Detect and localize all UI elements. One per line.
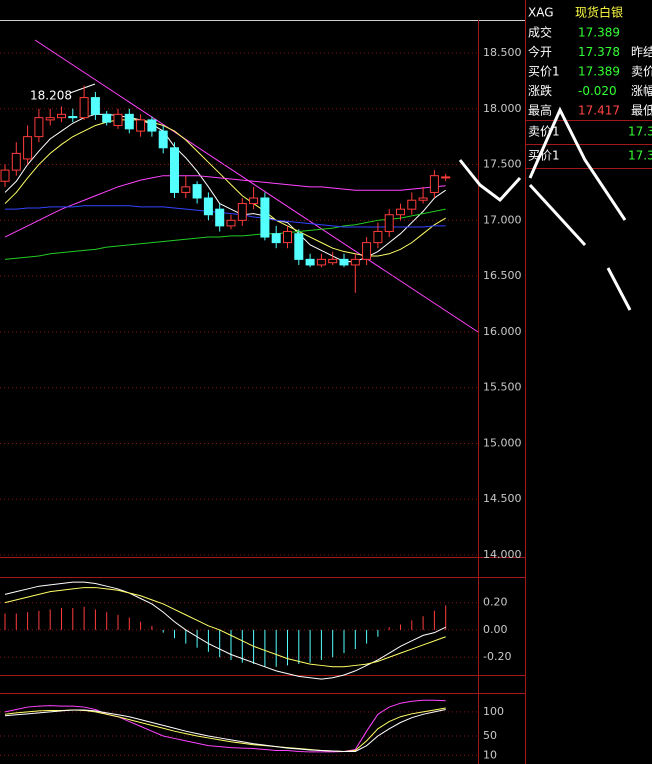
arrows xyxy=(458,106,632,311)
arrow xyxy=(458,159,522,203)
candle-body xyxy=(260,197,270,238)
candle-body xyxy=(124,113,134,130)
quote-label: 昨结 xyxy=(631,45,652,59)
y-tick-label: 17.000 xyxy=(483,213,522,226)
arrow xyxy=(528,183,587,247)
depth-label: 买价1 xyxy=(528,149,560,163)
annotation-leader xyxy=(69,83,96,94)
candle-body xyxy=(0,169,10,182)
y-tick-label: 50 xyxy=(483,729,497,742)
candle-body xyxy=(192,184,202,199)
y-tick-label: 16.500 xyxy=(483,269,522,282)
depth-value: 17.3 xyxy=(628,125,652,139)
y-tick-label: 18.000 xyxy=(483,102,522,115)
indicator-line xyxy=(4,208,446,260)
quote-value: 17.389 xyxy=(578,26,620,40)
candle-body xyxy=(158,130,168,149)
candle-body xyxy=(305,258,315,266)
candle-body xyxy=(418,197,428,201)
indicator-line xyxy=(4,113,446,263)
indicator-line xyxy=(4,175,446,238)
candle-body xyxy=(249,197,259,205)
candle-body xyxy=(203,197,213,216)
candle-body xyxy=(407,199,417,210)
candle-body xyxy=(90,97,100,115)
candle-body xyxy=(362,242,372,260)
candle-body xyxy=(215,208,225,227)
depth-value: 17.3 xyxy=(628,149,652,163)
quote-value: -0.020 xyxy=(578,84,617,98)
candle-body xyxy=(226,219,236,227)
candle-body xyxy=(316,258,326,266)
candle-body xyxy=(384,214,394,232)
indicator-line xyxy=(4,708,446,752)
candle-body xyxy=(79,97,89,119)
depth-label: 卖价1 xyxy=(528,125,560,139)
candle-body xyxy=(328,258,338,264)
trend-line xyxy=(34,39,479,333)
candle-body xyxy=(441,176,451,179)
y-tick-label: 14.000 xyxy=(483,548,522,561)
candle-body xyxy=(429,175,439,193)
quote-label: 今开 xyxy=(528,44,552,59)
y-tick-label: -0.20 xyxy=(483,650,511,663)
quote-label: 卖价 xyxy=(631,65,652,79)
candle-body xyxy=(45,117,55,121)
candle-body xyxy=(170,147,179,193)
quote-value: 17.378 xyxy=(578,45,620,59)
candle-body xyxy=(57,113,66,119)
candle-body xyxy=(339,258,349,266)
candle-body xyxy=(102,113,112,123)
arrow xyxy=(528,106,627,221)
annotation: 18.208 xyxy=(30,89,72,103)
candle-body xyxy=(271,233,281,244)
quote-value: 17.417 xyxy=(578,104,620,118)
arrow xyxy=(606,267,632,311)
candle-body xyxy=(350,258,360,266)
candle-body xyxy=(373,230,383,244)
candle-body xyxy=(68,116,78,119)
indicator-line xyxy=(4,587,446,668)
candle-body xyxy=(294,233,304,260)
instrument-name: 现货白银 xyxy=(575,5,623,20)
quote-label: 涨跌 xyxy=(528,83,552,98)
symbol: XAG xyxy=(528,6,554,20)
candle-body xyxy=(396,208,405,216)
candle-body xyxy=(34,117,44,138)
indicator-line xyxy=(5,205,446,228)
candle-body xyxy=(23,136,33,160)
y-tick-label: 17.500 xyxy=(483,158,522,171)
y-tick-label: 100 xyxy=(483,705,504,718)
candle-body xyxy=(113,113,123,126)
quote-label: 涨幅 xyxy=(631,83,652,98)
indicator-line xyxy=(4,699,446,753)
y-tick-label: 16.000 xyxy=(483,325,522,338)
candle-body xyxy=(181,186,191,193)
y-tick-label: 18.500 xyxy=(483,46,522,59)
candle-body xyxy=(136,119,146,132)
candle-body xyxy=(237,203,247,221)
quote-label: 最低 xyxy=(631,104,652,118)
quote-value: 17.389 xyxy=(578,65,620,79)
quote-label: 成交 xyxy=(528,25,552,40)
candle-body xyxy=(147,119,157,132)
y-tick-label: 0.00 xyxy=(483,623,508,636)
y-tick-label: 15.000 xyxy=(483,436,522,449)
indicator-line xyxy=(4,119,446,257)
y-tick-label: 15.500 xyxy=(483,381,522,394)
y-tick-label: 0.20 xyxy=(483,596,508,609)
quote-label: 买价1 xyxy=(528,65,560,79)
y-tick-label: 10 xyxy=(483,748,497,761)
y-tick-label: 14.500 xyxy=(483,492,522,505)
candle-body xyxy=(11,152,21,171)
candle-body xyxy=(283,230,292,244)
quote-label: 最高 xyxy=(528,103,552,118)
